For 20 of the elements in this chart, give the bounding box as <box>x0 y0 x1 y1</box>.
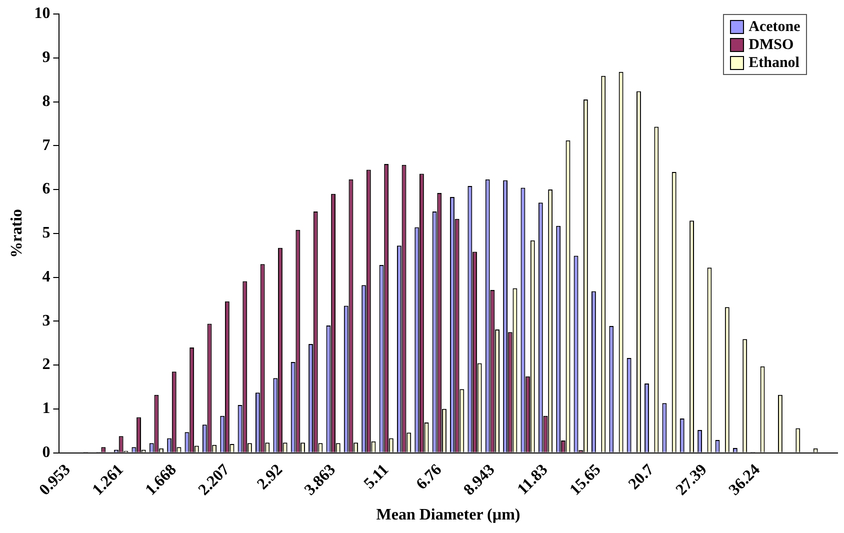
y-axis-title: %ratio <box>8 208 26 258</box>
x-tick-label: 2.92 <box>254 461 286 494</box>
y-tick-label: 3 <box>42 312 50 330</box>
legend-label: DMSO <box>748 36 794 54</box>
x-tick-label: 20.7 <box>626 461 658 494</box>
y-tick-label: 7 <box>42 136 50 154</box>
x-axis-title: Mean Diameter (µm) <box>376 506 520 524</box>
x-tick-label: 6.76 <box>413 461 446 494</box>
legend-label: Acetone <box>748 18 800 36</box>
y-tick-label: 1 <box>42 400 50 418</box>
x-tick-label: 5.11 <box>360 461 392 492</box>
y-tick-label: 2 <box>42 356 50 374</box>
y-tick-label: 6 <box>42 180 50 198</box>
y-tick-label: 9 <box>42 49 50 66</box>
legend-label: Ethanol <box>748 54 800 72</box>
y-tick-label: 8 <box>42 92 50 110</box>
y-tick-label: 5 <box>42 224 50 242</box>
y-tick-label: 0 <box>42 444 50 461</box>
y-tick-label: 4 <box>42 268 50 286</box>
y-tick-label: 10 <box>34 5 50 22</box>
